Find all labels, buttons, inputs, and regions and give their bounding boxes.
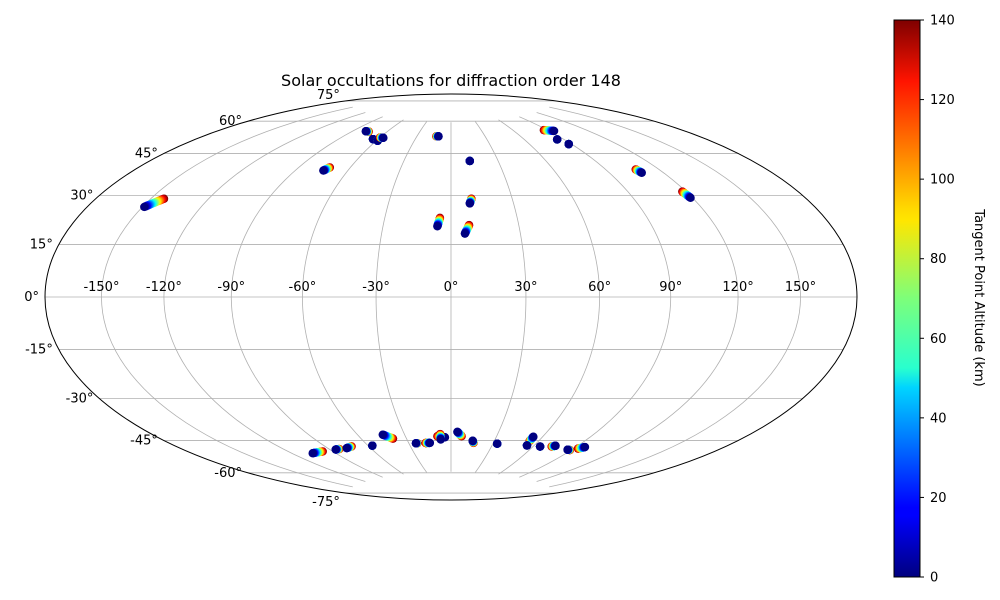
- longitude-tick-labels: -150° -120° -90° -60° -30° 0° 30° 60° 90° 120° 150…: [83, 280, 816, 295]
- latitude-tick-labels: 75° 60° 45° 30° 15° 0° -15° -30° -45° -60° -75°: [24, 88, 340, 510]
- colorbar-tick-label: 140: [930, 14, 955, 29]
- colorbar-tick-label: 80: [930, 252, 947, 267]
- colorbar-tick-label: 120: [930, 93, 955, 108]
- lon-tick-label: 0°: [444, 280, 459, 295]
- occultation-point: [140, 202, 149, 212]
- occultation-point: [411, 439, 421, 448]
- lat-tick-label: -15°: [25, 343, 53, 358]
- occultation-point: [319, 166, 328, 175]
- occultation-points: [140, 125, 695, 458]
- occultation-point: [331, 445, 340, 454]
- lon-tick-label: -60°: [289, 280, 317, 295]
- occultation-point: [522, 441, 532, 450]
- occultation-point: [529, 432, 538, 441]
- occultation-point: [580, 442, 590, 452]
- lat-tick-label: 60°: [219, 114, 242, 129]
- lon-tick-label: -30°: [362, 280, 390, 295]
- occultation-point: [434, 132, 443, 141]
- occultation-point: [460, 229, 470, 238]
- occultation-point: [465, 199, 474, 208]
- occultation-point: [342, 443, 351, 453]
- occultation-point: [368, 441, 377, 450]
- occultation-point: [433, 222, 442, 231]
- occultation-point: [379, 133, 388, 143]
- lat-tick-label: 30°: [70, 189, 93, 204]
- colorbar-ticks: 0 20 40 60 80 100 120 140: [920, 14, 955, 586]
- occultation-point: [378, 430, 387, 439]
- colorbar-tick-label: 20: [930, 491, 947, 506]
- occultation-point: [468, 436, 477, 445]
- occultation-point: [436, 435, 445, 444]
- lon-tick-label: 60°: [588, 280, 611, 295]
- lon-tick-label: -90°: [217, 280, 245, 295]
- occultation-point: [637, 168, 646, 177]
- occultation-point: [361, 127, 370, 136]
- colorbar-tick-label: 0: [930, 571, 938, 586]
- occultation-point: [552, 135, 562, 144]
- occultation-point: [686, 193, 695, 203]
- lon-tick-label: 30°: [514, 280, 537, 295]
- lat-tick-label: 75°: [317, 88, 340, 103]
- occultation-point: [492, 439, 502, 448]
- lat-tick-label: -60°: [214, 466, 242, 481]
- lat-tick-label: 15°: [30, 237, 53, 252]
- lat-tick-label: 0°: [24, 290, 39, 305]
- occultation-point: [551, 441, 560, 450]
- graticule-grid: [45, 100, 857, 494]
- colorbar-label: Tangent Point Altitude (km): [971, 208, 986, 386]
- lon-tick-label: -120°: [146, 280, 182, 295]
- colorbar-tick-label: 60: [930, 332, 947, 347]
- lat-tick-label: 45°: [135, 146, 158, 161]
- colorbar-tick-label: 100: [930, 173, 955, 188]
- chart-title: Solar occultations for diffraction order…: [281, 71, 621, 90]
- colorbar-gradient: [893, 19, 921, 578]
- occultation-point: [465, 156, 475, 166]
- occultation-point: [425, 438, 435, 448]
- lat-tick-label: -45°: [130, 434, 158, 449]
- lon-tick-label: 120°: [722, 280, 753, 295]
- lon-tick-label: 150°: [785, 280, 816, 295]
- occultation-point: [564, 139, 573, 149]
- occultation-point: [549, 126, 559, 136]
- lat-tick-label: -75°: [312, 495, 340, 510]
- occultation-point: [453, 427, 462, 436]
- lat-tick-label: -30°: [66, 392, 94, 407]
- colorbar-tick-label: 40: [930, 411, 947, 426]
- map-boundary: [44, 93, 858, 501]
- occultation-point: [563, 445, 572, 454]
- occultation-point: [535, 442, 545, 451]
- colorbar: 0 20 40 60 80 100 120 140 Tangent Point Altitud…: [893, 14, 986, 586]
- lon-tick-label: -150°: [83, 280, 119, 295]
- lon-tick-label: 90°: [659, 280, 682, 295]
- occultation-point: [308, 449, 317, 458]
